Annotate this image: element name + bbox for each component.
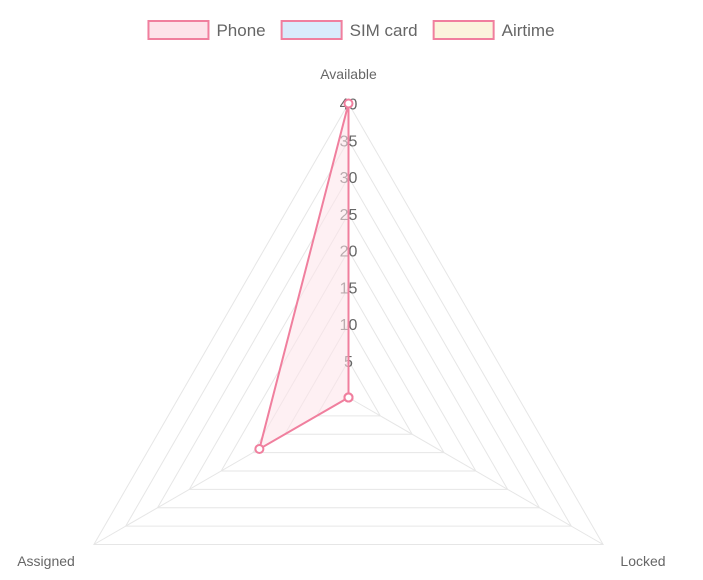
legend-swatch-sim-card — [280, 20, 343, 40]
legend-label-airtime: Airtime — [502, 21, 555, 40]
legend-item-airtime[interactable]: Airtime — [432, 20, 555, 40]
grid-ring-35 — [124, 139, 573, 527]
legend-item-phone[interactable]: Phone — [147, 20, 266, 40]
series-area-phone — [257, 103, 350, 452]
legend-swatch-airtime — [432, 20, 495, 40]
grid-ring-40 — [93, 102, 604, 545]
legend-item-sim-card[interactable]: SIM card — [280, 20, 418, 40]
series-point-phone-assigned[interactable] — [254, 443, 265, 454]
legend: Phone SIM card Airtime — [147, 20, 555, 40]
series-point-phone-available[interactable] — [343, 98, 354, 109]
axis-line-locked — [348, 397, 604, 545]
legend-swatch-phone — [147, 20, 210, 40]
series-point-airtime-assigned[interactable] — [343, 392, 354, 403]
radar-point-labels: Available Locked Assigned — [17, 66, 665, 569]
grid-ring-25 — [188, 212, 509, 490]
legend-label-sim-card: SIM card — [350, 21, 418, 40]
point-label-assigned: Assigned — [17, 553, 75, 569]
point-label-available: Available — [320, 66, 377, 82]
point-label-locked: Locked — [620, 553, 665, 569]
radar-grid — [93, 102, 604, 545]
radar-series — [254, 98, 354, 454]
legend-label-phone: Phone — [216, 21, 265, 40]
grid-ring-30 — [156, 176, 541, 509]
